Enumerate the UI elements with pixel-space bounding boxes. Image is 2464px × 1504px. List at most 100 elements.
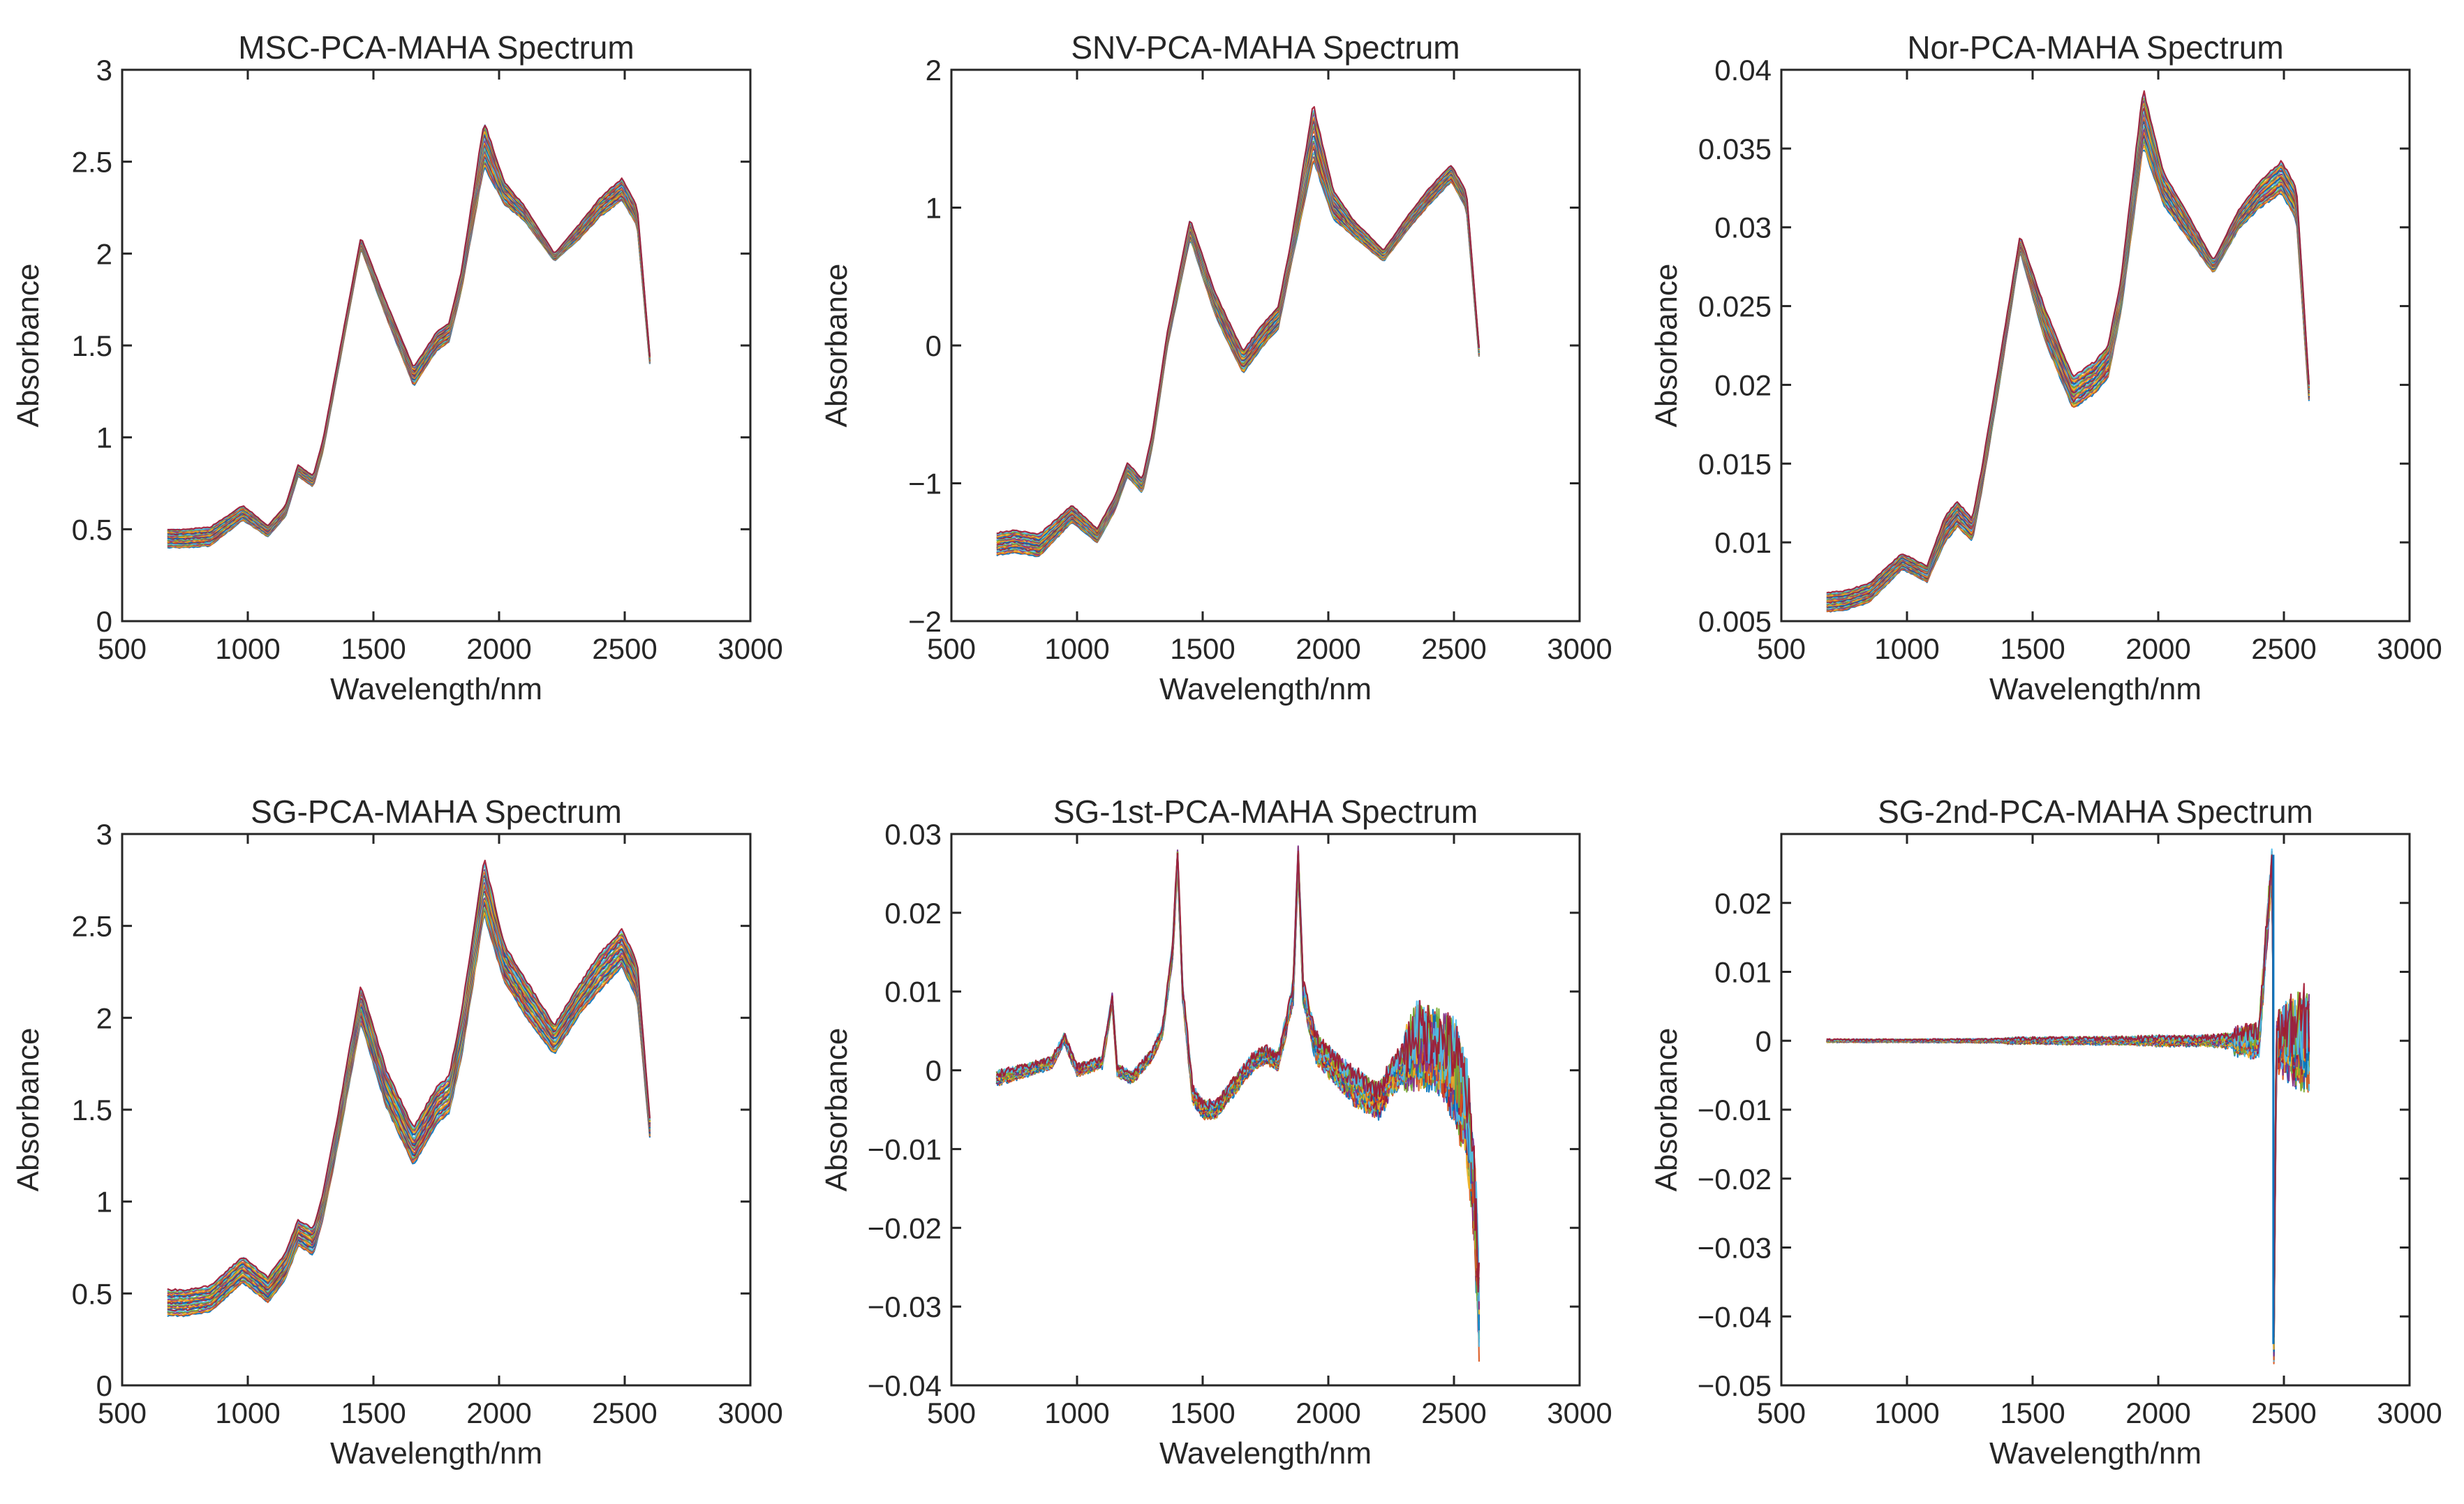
x-tick-label: 1000 <box>1874 632 1939 665</box>
y-tick-label: 2 <box>96 237 112 270</box>
y-tick-label: 0.01 <box>884 976 942 1008</box>
y-axis-label: Absorbance <box>11 264 45 428</box>
x-tick-label: 500 <box>1757 1397 1806 1429</box>
x-tick-label: 1000 <box>1044 1397 1109 1429</box>
x-tick-label: 2000 <box>466 1397 531 1429</box>
axes-frame <box>950 833 1581 1387</box>
x-tick-label: 500 <box>98 632 147 665</box>
chart-title: Nor-PCA-MAHA Spectrum <box>1907 29 2283 66</box>
spectrum-line <box>167 891 651 1305</box>
x-tick-label: 1500 <box>1170 632 1235 665</box>
x-tick-label: 2000 <box>466 632 531 665</box>
x-tick-label: 2000 <box>2125 632 2190 665</box>
y-tick-label: 2 <box>926 54 942 87</box>
subplot-3: 500 1000 1500 2000 2500 3000 0.005 0.01 0.015 0.0… <box>1649 29 2442 706</box>
x-tick-label: 1500 <box>2000 1397 2065 1429</box>
x-tick-label: 3000 <box>2377 1397 2442 1429</box>
y-tick-label: −0.04 <box>868 1369 942 1402</box>
spectrum-line <box>1826 854 2310 1338</box>
x-tick-label: 1000 <box>1874 1397 1939 1429</box>
y-axis-label: Absorbance <box>11 1028 45 1192</box>
y-tick-label: 0.005 <box>1698 605 1772 638</box>
series-group <box>167 124 651 549</box>
y-tick-label: 3 <box>96 54 112 87</box>
x-axis-label: Wavelength/nm <box>1989 1436 2202 1471</box>
x-axis-label: Wavelength/nm <box>330 672 542 706</box>
y-tick-label: −0.05 <box>1698 1369 1772 1402</box>
y-axis-label: Absorbance <box>819 264 854 428</box>
series-group <box>1825 848 2310 1364</box>
y-tick-label: 0.5 <box>72 513 112 546</box>
y-axis-label: Absorbance <box>1649 264 1684 428</box>
y-tick-label: −0.03 <box>1698 1232 1772 1265</box>
chart-title: SG-PCA-MAHA Spectrum <box>251 794 622 830</box>
spectrum-line <box>995 850 1480 1293</box>
x-tick-label: 2000 <box>1296 632 1360 665</box>
y-tick-label: 1.5 <box>72 329 112 362</box>
y-tick-label: 0.03 <box>884 818 942 851</box>
y-tick-label: 0.02 <box>1714 368 1772 401</box>
x-tick-label: 500 <box>927 632 976 665</box>
subplot-4: 500 1000 1500 2000 2500 3000 0 0.5 1 1.5 2 2.5 3 SG-P… <box>11 794 783 1471</box>
y-tick-label: 1 <box>96 1186 112 1219</box>
x-tick-label: 1000 <box>215 632 280 665</box>
y-tick-label: −0.01 <box>868 1133 942 1166</box>
y-tick-label: 0.035 <box>1698 133 1772 165</box>
x-axis-label: Wavelength/nm <box>330 1436 542 1471</box>
x-tick-label: 500 <box>927 1397 976 1429</box>
chart-title: SG-1st-PCA-MAHA Spectrum <box>1053 794 1478 830</box>
y-tick-label: 1.5 <box>72 1094 112 1126</box>
y-tick-label: 2 <box>96 1002 112 1034</box>
y-tick-label: 0.02 <box>1714 887 1772 920</box>
y-tick-label: 0.025 <box>1698 290 1772 323</box>
y-tick-label: 0.03 <box>1714 211 1772 244</box>
x-tick-label: 1000 <box>1044 632 1109 665</box>
x-tick-label: 500 <box>1757 632 1806 665</box>
subplot-6: 500 1000 1500 2000 2500 3000 −0.05 −0.04 −0.03 −0… <box>1649 794 2442 1471</box>
y-tick-label: 0.015 <box>1698 447 1772 480</box>
y-tick-label: −0.03 <box>868 1290 942 1323</box>
x-tick-label: 2000 <box>2125 1397 2190 1429</box>
y-tick-label: 0 <box>926 329 942 362</box>
axes-border <box>950 833 1581 1387</box>
y-tick-label: 0.01 <box>1714 956 1772 989</box>
y-axis-label: Absorbance <box>1649 1028 1684 1192</box>
chart-title: SG-2nd-PCA-MAHA Spectrum <box>1878 794 2313 830</box>
x-tick-label: 1500 <box>2000 632 2065 665</box>
y-tick-label: −0.02 <box>868 1212 942 1244</box>
x-tick-label: 3000 <box>718 1397 782 1429</box>
x-tick-label: 2000 <box>1296 1397 1360 1429</box>
y-tick-label: −0.02 <box>1698 1163 1772 1196</box>
series-group <box>167 859 651 1318</box>
axes-frame <box>1780 833 2411 1387</box>
x-tick-label: 3000 <box>718 632 782 665</box>
x-tick-label: 1500 <box>341 632 406 665</box>
y-tick-label: 1 <box>926 192 942 225</box>
y-tick-label: 2.5 <box>72 910 112 943</box>
subplot-1: 500 1000 1500 2000 2500 3000 0 0.5 1 1.5 2 2.5 3 MSC-… <box>11 29 783 706</box>
spectrum-line <box>167 893 651 1307</box>
x-tick-label: 2500 <box>1421 1397 1486 1429</box>
y-tick-label: 0 <box>96 1369 112 1402</box>
spectrum-line <box>996 106 1480 535</box>
x-tick-label: 3000 <box>1547 632 1612 665</box>
x-tick-label: 1500 <box>341 1397 406 1429</box>
x-tick-label: 1000 <box>215 1397 280 1429</box>
x-tick-label: 2500 <box>592 632 657 665</box>
x-tick-label: 2500 <box>592 1397 657 1429</box>
y-tick-label: −2 <box>908 605 942 638</box>
y-tick-label: 3 <box>96 818 112 851</box>
y-tick-label: 0.02 <box>884 897 942 930</box>
x-tick-label: 2500 <box>1421 632 1486 665</box>
spectrum-line <box>167 881 651 1301</box>
y-tick-label: 0.04 <box>1714 54 1772 87</box>
chart-title: MSC-PCA-MAHA Spectrum <box>238 29 634 66</box>
y-axis-label: Absorbance <box>819 1028 854 1192</box>
x-tick-label: 3000 <box>1547 1397 1612 1429</box>
x-tick-label: 3000 <box>2377 632 2442 665</box>
y-tick-label: −0.04 <box>1698 1300 1772 1333</box>
y-tick-label: 1 <box>96 422 112 454</box>
y-tick-label: −0.01 <box>1698 1094 1772 1126</box>
x-tick-label: 2500 <box>2251 632 2316 665</box>
